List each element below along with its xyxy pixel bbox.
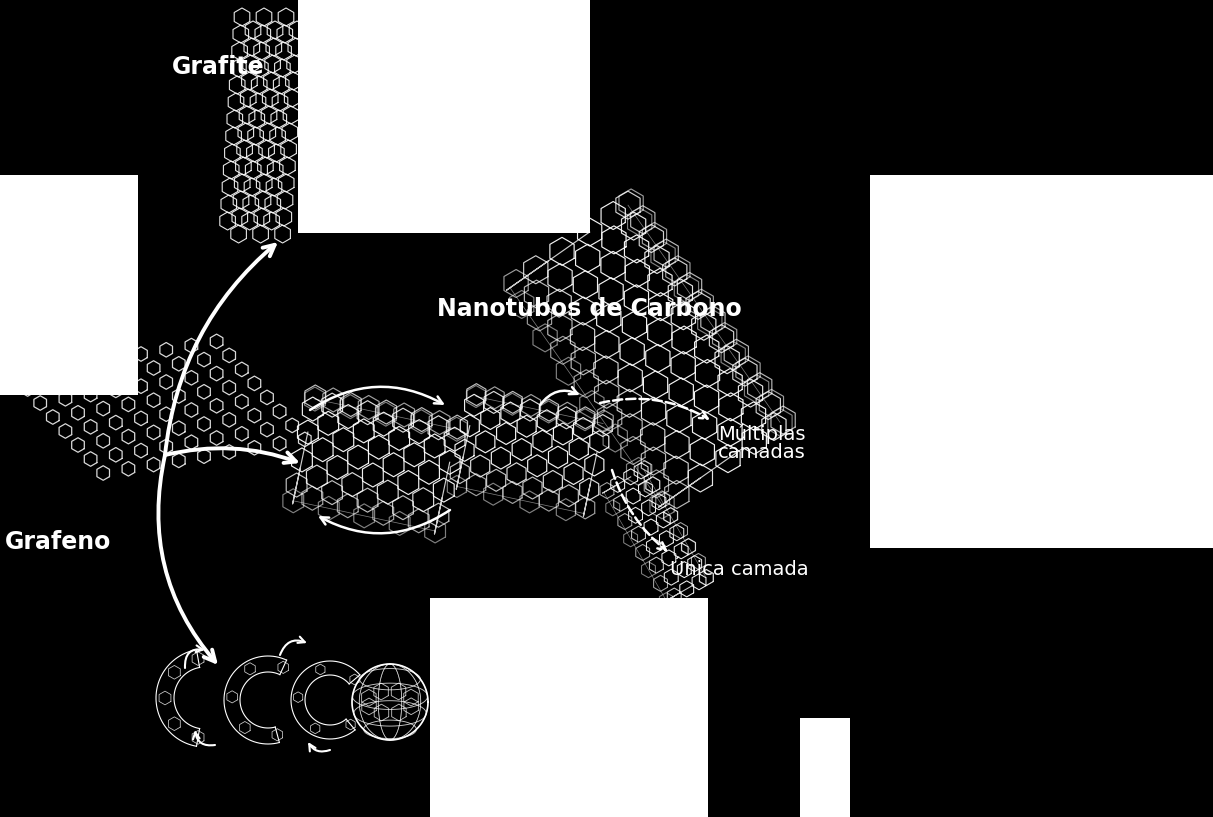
Text: Grafite: Grafite bbox=[172, 55, 264, 79]
Text: Grafeno: Grafeno bbox=[5, 530, 112, 554]
Bar bbox=[870, 175, 1213, 548]
Bar bbox=[429, 598, 708, 817]
Text: camadas: camadas bbox=[718, 443, 805, 462]
Text: Múltiplas: Múltiplas bbox=[718, 424, 805, 444]
Text: Nanotubos de Carbono: Nanotubos de Carbono bbox=[437, 297, 742, 321]
Bar bbox=[801, 718, 850, 817]
Bar bbox=[298, 0, 590, 233]
Text: Única camada: Única camada bbox=[670, 560, 809, 579]
Bar bbox=[0, 175, 138, 395]
Text: Fulereno: Fulereno bbox=[440, 647, 557, 671]
